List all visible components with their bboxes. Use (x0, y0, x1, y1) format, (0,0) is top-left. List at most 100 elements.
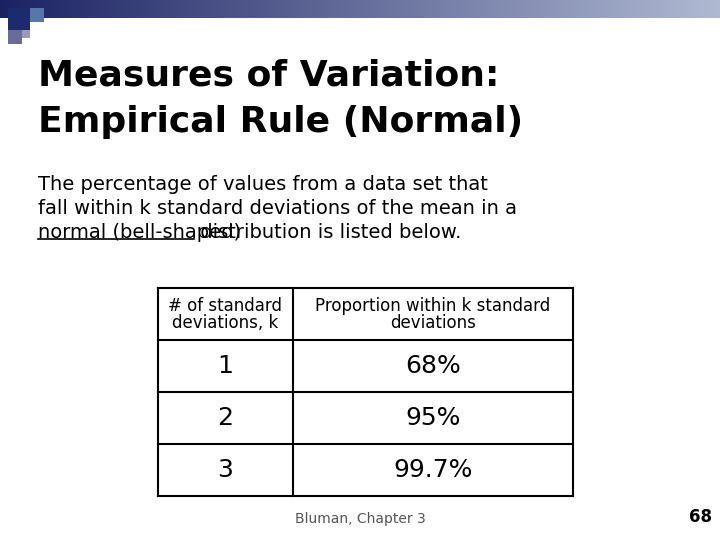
Bar (337, 0, 338, 18)
Bar (164, 0, 165, 18)
Bar (297, 0, 298, 18)
Bar (78, 0, 79, 18)
Bar (500, 0, 501, 18)
Bar (456, 0, 457, 18)
Bar (118, 0, 119, 18)
Bar (420, 0, 421, 18)
Bar (33, 0, 34, 18)
Bar (684, 0, 685, 18)
Bar (505, 0, 506, 18)
Bar (180, 0, 181, 18)
Bar (363, 0, 364, 18)
Bar (698, 0, 699, 18)
Bar (92, 0, 93, 18)
Bar (227, 0, 228, 18)
Bar (552, 0, 553, 18)
Bar (226, 0, 227, 18)
Bar (632, 0, 633, 18)
Bar (393, 0, 394, 18)
Bar (309, 0, 310, 18)
Text: 68%: 68% (405, 354, 461, 378)
Bar (236, 0, 237, 18)
Bar (69, 0, 70, 18)
Bar (20, 0, 21, 18)
Bar (610, 0, 611, 18)
Bar (231, 0, 232, 18)
Bar (385, 0, 386, 18)
Bar (110, 0, 111, 18)
Bar (474, 0, 475, 18)
Bar (198, 0, 199, 18)
Bar (317, 0, 318, 18)
Bar (287, 0, 288, 18)
Bar (578, 0, 579, 18)
Bar (34, 0, 35, 18)
Bar (88, 0, 89, 18)
Bar (679, 0, 680, 18)
Bar (82, 0, 83, 18)
Bar (588, 0, 589, 18)
Bar (345, 0, 346, 18)
Bar (359, 0, 360, 18)
Bar (220, 0, 221, 18)
Bar (486, 0, 487, 18)
Bar (421, 0, 422, 18)
Bar (612, 0, 613, 18)
Bar (166, 0, 167, 18)
Bar (214, 0, 215, 18)
Bar (581, 0, 582, 18)
Bar (568, 0, 569, 18)
Bar (510, 0, 511, 18)
Bar (370, 0, 371, 18)
Bar (332, 0, 333, 18)
Bar (57, 0, 58, 18)
Bar (143, 0, 144, 18)
Bar (482, 0, 483, 18)
Bar (273, 0, 274, 18)
Bar (643, 0, 644, 18)
Bar (375, 0, 376, 18)
Bar (210, 0, 211, 18)
Bar (148, 0, 149, 18)
Bar (85, 0, 86, 18)
Bar (86, 0, 87, 18)
Bar (711, 0, 712, 18)
Bar (707, 0, 708, 18)
Bar (301, 0, 302, 18)
Bar (535, 0, 536, 18)
Bar (124, 0, 125, 18)
Bar (155, 0, 156, 18)
Bar (63, 0, 64, 18)
Bar (108, 0, 109, 18)
Bar (73, 0, 74, 18)
Bar (545, 0, 546, 18)
Bar (30, 8, 44, 22)
Bar (35, 0, 36, 18)
Bar (122, 0, 123, 18)
Bar (37, 0, 38, 18)
Bar (197, 0, 198, 18)
Bar (328, 0, 329, 18)
Bar (72, 0, 73, 18)
Bar (5, 0, 6, 18)
Bar (286, 0, 287, 18)
Bar (274, 0, 275, 18)
Bar (65, 0, 66, 18)
Bar (672, 0, 673, 18)
Bar (462, 0, 463, 18)
Bar (678, 0, 679, 18)
Bar (121, 0, 122, 18)
Bar (523, 0, 524, 18)
Bar (209, 0, 210, 18)
Bar (336, 0, 337, 18)
Bar (604, 0, 605, 18)
Bar (152, 0, 153, 18)
Bar (671, 0, 672, 18)
Bar (251, 0, 252, 18)
Bar (574, 0, 575, 18)
Bar (550, 0, 551, 18)
Bar (382, 0, 383, 18)
Bar (362, 0, 363, 18)
Bar (524, 0, 525, 18)
Bar (630, 0, 631, 18)
